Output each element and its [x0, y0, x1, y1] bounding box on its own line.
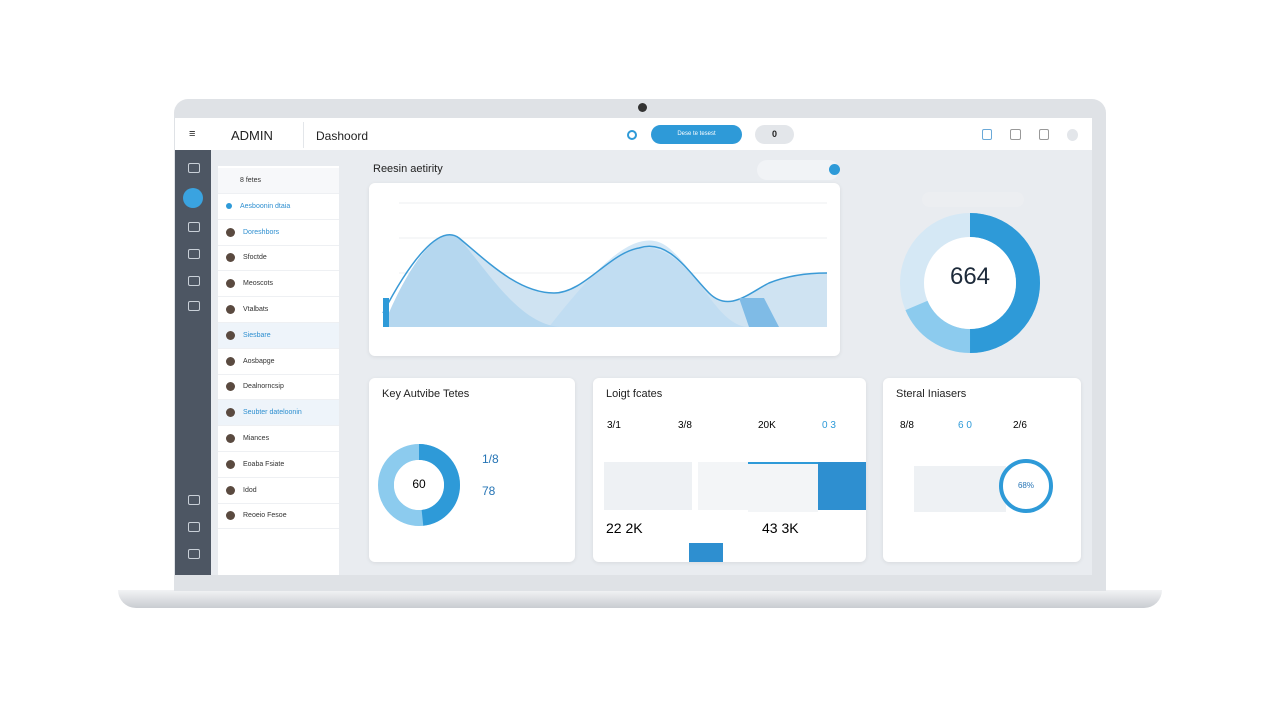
list-label: Vtalbats	[243, 306, 269, 313]
tile	[698, 462, 748, 510]
avatar	[226, 330, 235, 340]
divider	[303, 122, 304, 148]
list-label: 8 fetes	[240, 177, 262, 184]
donut-value: 60	[412, 477, 426, 491]
avatar	[226, 459, 235, 469]
stat: 3/8	[678, 420, 692, 431]
camera	[638, 103, 647, 112]
avatar	[226, 408, 235, 418]
donut	[378, 444, 460, 526]
stat: 2/6	[1013, 420, 1027, 431]
stat: 78	[482, 484, 496, 498]
sidebar-active[interactable]	[183, 188, 203, 208]
list-item[interactable]: Reoeio Fesoe	[218, 503, 339, 530]
avatar	[226, 485, 235, 495]
tile	[914, 466, 1006, 512]
avatar	[226, 203, 232, 210]
avatar	[226, 356, 235, 366]
avatar	[226, 434, 235, 443]
wave-chart	[382, 202, 828, 327]
big-number: 22 2K	[606, 520, 643, 536]
list-label: Doreshbors	[243, 228, 280, 236]
ring	[999, 459, 1053, 513]
gauge	[900, 213, 1040, 353]
big-number: 43 3K	[762, 520, 799, 536]
list-label: Dealnorncsip	[243, 383, 284, 391]
list-panel	[218, 166, 339, 575]
list-label: Siesbare	[243, 331, 271, 339]
activity-title: Reesin aetirity	[373, 163, 443, 175]
header-icons[interactable]	[982, 129, 1079, 141]
sidebar-icon[interactable]	[188, 495, 200, 505]
list-item[interactable]: Idod	[218, 478, 339, 504]
sidebar-icon[interactable]	[188, 249, 200, 259]
list-item[interactable]: Aesboonin dtaia	[218, 194, 339, 220]
tile-blue	[818, 462, 866, 510]
avatar	[226, 279, 235, 289]
card-title: Loigt fcates	[606, 388, 663, 400]
laptop-base	[118, 590, 1162, 608]
sidebar-icon[interactable]	[188, 522, 200, 532]
list-label: Seubter dateloonin	[243, 409, 302, 417]
list-item[interactable]: Seubter dateloonin	[218, 400, 339, 427]
sidebar-icon[interactable]	[188, 222, 200, 232]
sidebar	[175, 150, 211, 575]
ring-value: 68%	[1017, 481, 1034, 490]
avatar	[226, 382, 235, 392]
list-label: Meoscots	[243, 280, 273, 288]
sidebar-icon[interactable]	[188, 549, 200, 559]
stat: 1/8	[482, 452, 499, 466]
menu-icon[interactable]: ≡	[189, 128, 196, 140]
activity-card	[369, 183, 840, 356]
header-button[interactable]: Dese te tesest	[651, 125, 742, 144]
list-item[interactable]: Doreshbors	[218, 220, 339, 246]
card-title: Key Autvibe Tetes	[382, 388, 470, 400]
search-dot[interactable]	[829, 164, 840, 175]
list-item[interactable]: Meoscots	[218, 271, 339, 298]
avatar	[226, 305, 235, 314]
list-label: Idod	[243, 486, 257, 494]
stat: 0 3	[822, 420, 836, 431]
avatar	[226, 511, 235, 521]
list-label: Aosbapge	[243, 357, 275, 365]
list-item[interactable]: Aosbapge	[218, 349, 339, 375]
tile-blue	[689, 543, 723, 562]
page-title: Dashoord	[316, 129, 369, 143]
gauge-tabs[interactable]	[922, 192, 1024, 207]
stat: 8/8	[900, 420, 914, 431]
stat: 20K	[758, 420, 776, 431]
list-item[interactable]: Eoaba Fsiate	[218, 452, 339, 478]
list-label: Eoaba Fsiate	[243, 460, 285, 468]
list-label: Aesboonin dtaia	[240, 202, 291, 210]
list-label: Miances	[243, 435, 270, 442]
sidebar-icon[interactable]	[188, 163, 200, 173]
avatar	[226, 253, 235, 263]
list-item[interactable]: Miances	[218, 426, 339, 452]
list-item[interactable]: Dealnorncsip	[218, 374, 339, 401]
list-item[interactable]: Sfoctde	[218, 245, 339, 272]
stat: 6 0	[958, 420, 972, 431]
tile	[748, 462, 818, 512]
stat: 3/1	[607, 420, 621, 431]
list-item[interactable]: 8 fetes	[218, 168, 339, 194]
card-title: Steral Iniasers	[896, 388, 967, 400]
avatar	[226, 178, 232, 184]
search[interactable]	[757, 160, 839, 180]
list-label: Sfoctde	[243, 254, 267, 262]
status-dot	[627, 130, 637, 140]
sidebar-icon[interactable]	[188, 301, 200, 311]
brand: ADMIN	[231, 128, 273, 143]
tile	[604, 462, 692, 510]
gauge-value: 664	[949, 263, 991, 290]
list-item[interactable]: Vtalbats	[218, 297, 339, 323]
avatar	[226, 227, 235, 237]
header-pill[interactable]: 0	[755, 125, 794, 144]
sidebar-icon[interactable]	[188, 276, 200, 286]
list-label: Reoeio Fesoe	[243, 512, 287, 520]
list-item[interactable]: Siesbare	[218, 322, 339, 349]
